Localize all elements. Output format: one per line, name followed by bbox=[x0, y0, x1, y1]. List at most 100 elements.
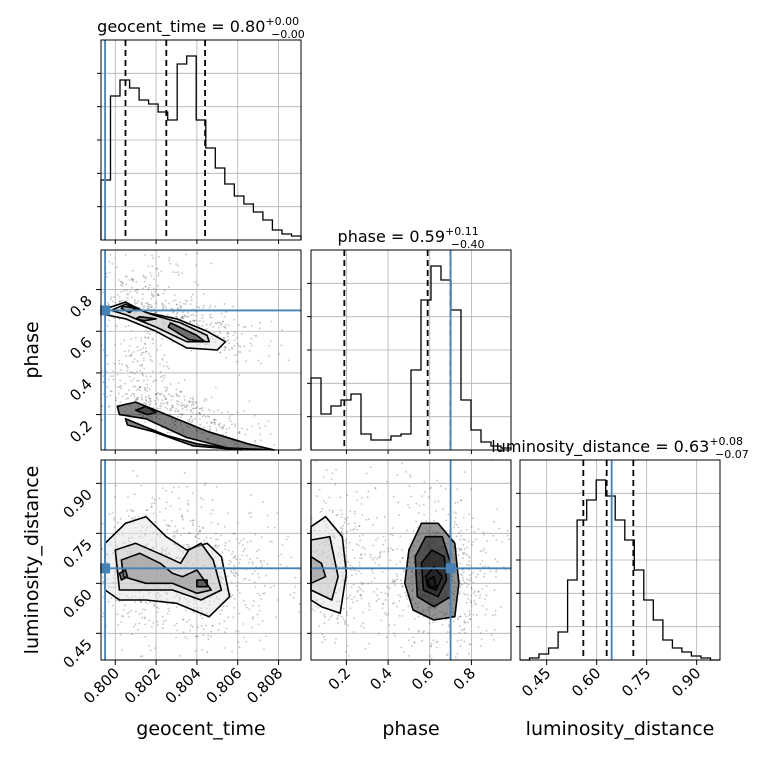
sample-point bbox=[194, 536, 197, 538]
sample-point bbox=[133, 625, 135, 628]
sample-point bbox=[210, 322, 213, 324]
sample-point bbox=[128, 279, 131, 281]
x-tick-label: 0.808 bbox=[243, 664, 286, 707]
sample-point bbox=[162, 292, 165, 295]
sample-point bbox=[479, 563, 482, 565]
sample-point bbox=[142, 287, 144, 290]
sample-point bbox=[115, 266, 118, 269]
sample-point bbox=[159, 344, 162, 347]
sample-point bbox=[131, 509, 134, 512]
sample-point bbox=[387, 613, 390, 615]
sample-point bbox=[180, 305, 182, 308]
sample-point bbox=[179, 301, 182, 304]
sample-point bbox=[228, 324, 230, 327]
sample-point bbox=[122, 281, 124, 284]
sample-point bbox=[345, 560, 348, 563]
sample-point bbox=[287, 535, 289, 538]
sample-point bbox=[210, 521, 213, 524]
sample-point bbox=[105, 276, 108, 279]
sample-point bbox=[205, 399, 208, 401]
sample-point bbox=[198, 530, 201, 533]
sample-point bbox=[108, 513, 111, 516]
sample-point bbox=[371, 558, 374, 561]
sample-point bbox=[101, 405, 104, 408]
sample-point bbox=[153, 278, 155, 280]
sample-point bbox=[215, 544, 217, 547]
sample-point bbox=[211, 509, 214, 512]
sample-point bbox=[167, 367, 170, 370]
sample-point bbox=[171, 308, 174, 310]
sample-point bbox=[494, 629, 496, 631]
sample-point bbox=[141, 617, 144, 619]
sample-point bbox=[166, 365, 169, 368]
sample-point bbox=[141, 372, 144, 375]
sample-point bbox=[184, 609, 187, 611]
sample-point bbox=[192, 313, 195, 316]
sample-point bbox=[210, 635, 212, 638]
sample-point bbox=[352, 528, 355, 531]
sample-point bbox=[151, 293, 154, 296]
sample-point bbox=[181, 315, 184, 318]
sample-point bbox=[112, 604, 114, 607]
sample-point bbox=[465, 601, 468, 604]
sample-point bbox=[175, 388, 178, 391]
sample-point bbox=[224, 541, 227, 544]
sample-point bbox=[209, 316, 212, 318]
sample-point bbox=[170, 409, 173, 412]
panel-frame bbox=[519, 459, 721, 661]
sample-point bbox=[227, 512, 229, 515]
sample-point bbox=[132, 518, 135, 520]
sample-point bbox=[266, 563, 269, 566]
sample-point bbox=[344, 517, 347, 520]
sample-point bbox=[465, 615, 468, 618]
sample-point bbox=[225, 323, 227, 326]
sample-point bbox=[448, 626, 451, 628]
sample-point bbox=[201, 317, 204, 320]
sample-point bbox=[178, 412, 181, 415]
sample-point bbox=[138, 613, 141, 616]
sample-point bbox=[249, 558, 252, 561]
sample-point bbox=[242, 538, 245, 540]
sample-point bbox=[110, 597, 113, 600]
sample-point bbox=[220, 609, 223, 612]
sample-point bbox=[176, 629, 179, 632]
sample-point bbox=[117, 623, 120, 626]
sample-point bbox=[136, 370, 139, 373]
sample-point bbox=[253, 414, 256, 417]
sample-point bbox=[459, 645, 462, 648]
sample-point bbox=[199, 320, 201, 322]
sample-point bbox=[341, 527, 344, 530]
sample-point bbox=[162, 306, 164, 309]
sample-point bbox=[195, 264, 198, 266]
sample-point bbox=[151, 370, 154, 373]
sample-point bbox=[459, 615, 462, 618]
sample-point bbox=[248, 561, 250, 564]
sample-point bbox=[479, 645, 482, 648]
sample-point bbox=[141, 655, 144, 658]
sample-point bbox=[323, 622, 326, 625]
sample-point bbox=[261, 564, 263, 566]
sample-point bbox=[353, 557, 356, 560]
sample-point bbox=[144, 635, 147, 638]
sample-point bbox=[193, 319, 195, 322]
sample-point bbox=[125, 254, 127, 256]
sample-point bbox=[260, 362, 262, 365]
sample-point bbox=[244, 433, 247, 436]
sample-point bbox=[144, 276, 147, 278]
sample-point bbox=[400, 582, 403, 585]
sample-point bbox=[101, 615, 104, 618]
sample-point bbox=[395, 563, 398, 566]
sample-point bbox=[269, 540, 271, 542]
y-tick-label: 0.60 bbox=[59, 585, 95, 621]
sample-point bbox=[194, 417, 196, 420]
sample-point bbox=[168, 431, 171, 434]
sample-point bbox=[298, 603, 301, 606]
sample-point bbox=[377, 537, 379, 539]
y-tick-label: 0.8 bbox=[66, 292, 96, 322]
sample-point bbox=[444, 487, 447, 490]
sample-point bbox=[141, 352, 143, 354]
sample-point bbox=[368, 602, 370, 605]
sample-point bbox=[156, 397, 158, 399]
sample-point bbox=[148, 305, 151, 308]
sample-point bbox=[154, 302, 157, 305]
